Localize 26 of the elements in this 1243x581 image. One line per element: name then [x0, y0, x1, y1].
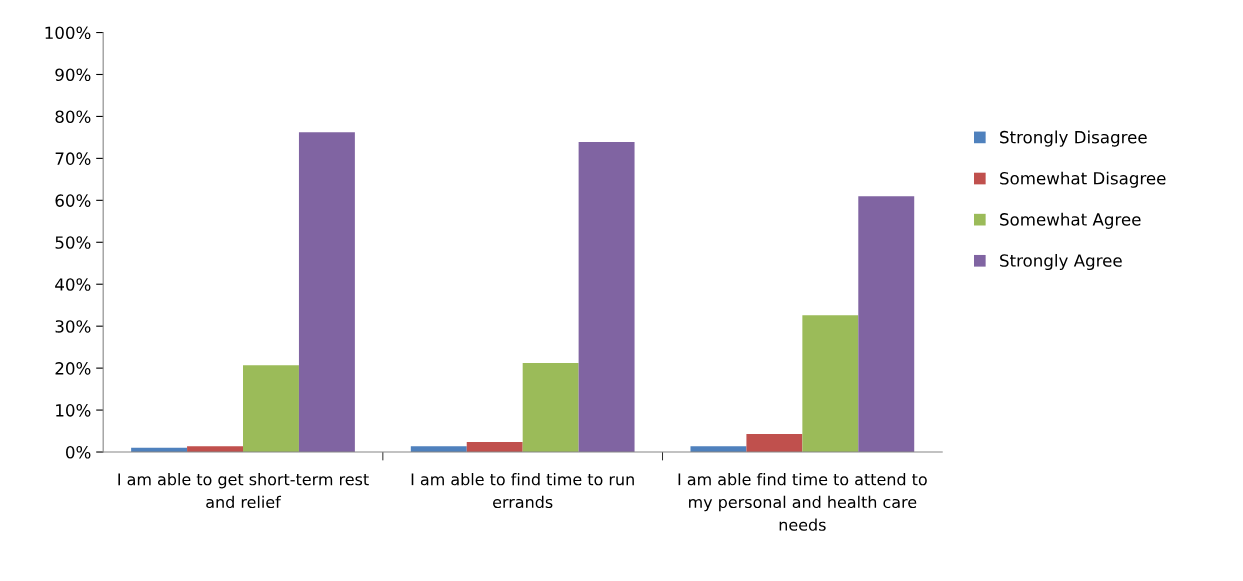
bar: [746, 433, 803, 453]
x-tick-label: I am able to find time to run errands: [411, 472, 634, 509]
bar: [522, 363, 579, 453]
bar: [802, 315, 859, 453]
y-tick-label: 10%: [56, 404, 91, 417]
bar: [298, 132, 355, 453]
x-tick-label: I am able to get short-term rest and relief: [118, 472, 369, 509]
y-tick-label: 70%: [55, 152, 91, 165]
y-tick-label: 0%: [66, 445, 91, 459]
y-tick-label: 50%: [55, 236, 91, 249]
y-tick-label: 100%: [45, 26, 91, 40]
legend-label: Somewhat Agree: [1000, 212, 1141, 229]
y-tick-label: 30%: [55, 320, 91, 333]
y-tick-label: 90%: [55, 68, 91, 82]
bar: [578, 142, 635, 453]
x-tick-label: I am able find time to attend to my personal and health care needs: [678, 472, 927, 531]
y-tick-label: 20%: [55, 362, 91, 375]
bar: [858, 196, 915, 453]
y-tick-label: 60%: [55, 194, 91, 207]
legend-label: Strongly Disagree: [1000, 130, 1147, 147]
bar: [243, 365, 299, 453]
y-tick-label: 40%: [55, 278, 91, 291]
bar: [466, 441, 523, 453]
legend-label: Somewhat Disagree: [1000, 171, 1166, 188]
legend-label: Strongly Agree: [1000, 253, 1122, 271]
y-tick-label: 80%: [55, 110, 91, 123]
